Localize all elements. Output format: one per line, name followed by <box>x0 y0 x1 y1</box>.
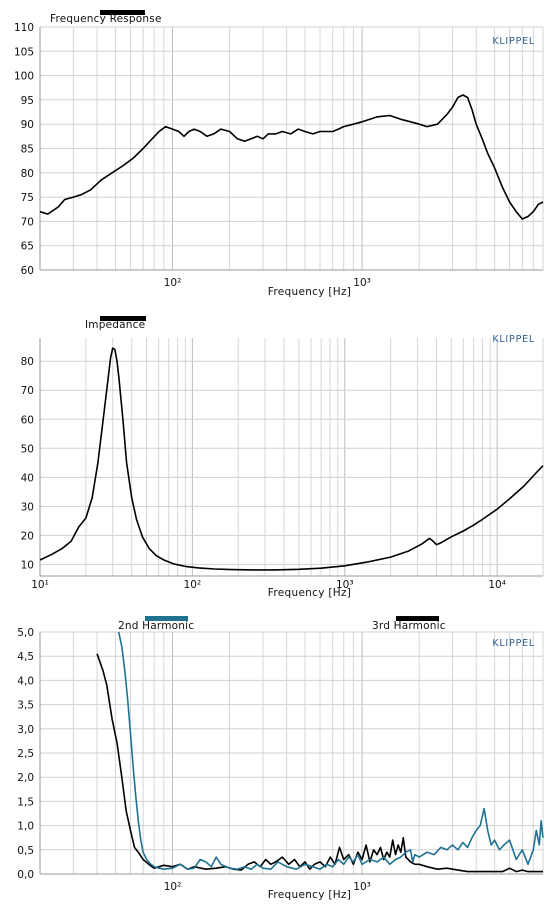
x-tick-label: 10³ <box>353 881 371 893</box>
series-line-impedance <box>39 347 544 571</box>
y-tick-label: 80 <box>21 168 34 180</box>
y-tick-label: 30 <box>21 501 34 513</box>
legend-label: 3rd Harmonic <box>372 620 446 632</box>
y-tick-label: 70 <box>21 385 34 397</box>
chart-panel-3: 0,0 0,5 1,0 1,5 2,0 2,5 3,0 3,5 4,0 4,5 5,0 10² 10³F… <box>17 616 544 901</box>
y-tick-label: 110 <box>14 22 34 34</box>
brand-label: KLIPPEL <box>492 36 535 47</box>
y-tick-label: 60 <box>21 265 34 277</box>
x-tick-label: 10¹ <box>31 579 49 591</box>
y-tick-label: 3,5 <box>17 700 34 712</box>
y-tick-label: 1,5 <box>17 796 34 808</box>
x-axis-label: Frequency [Hz] <box>268 286 351 298</box>
x-tick-label: 10³ <box>336 579 354 591</box>
x-tick-label: 10³ <box>353 277 371 289</box>
y-tick-label: 2,5 <box>17 748 34 760</box>
y-tick-label: 40 <box>21 472 34 484</box>
y-tick-label: 70 <box>21 216 34 228</box>
y-tick-label: 50 <box>21 443 34 455</box>
y-tick-label: 5,0 <box>17 627 34 639</box>
y-tick-label: 75 <box>21 192 34 204</box>
chart-title: Impedance <box>85 319 145 331</box>
legend-swatch <box>100 316 146 321</box>
y-tick-label: 2,0 <box>17 772 34 784</box>
y-tick-label: 10 <box>21 559 34 571</box>
legend-label: 2nd Harmonic <box>118 620 194 632</box>
y-tick-label: 4,0 <box>17 675 34 687</box>
y-tick-label: 90 <box>21 119 34 131</box>
chart-panel-2: 10 20 30 40 50 60 70 80 10¹ 10² 10³ 10⁴ Frequency [H… <box>21 316 544 599</box>
x-tick-label: 10⁴ <box>488 579 506 591</box>
brand-label: KLIPPEL <box>492 638 535 649</box>
series-line-frequency-response <box>39 94 544 220</box>
y-tick-label: 0,5 <box>17 845 34 857</box>
y-tick-label: 60 <box>21 414 34 426</box>
x-tick-label: 10² <box>184 579 202 591</box>
y-tick-label: 95 <box>21 95 34 107</box>
y-tick-label: 105 <box>14 46 34 58</box>
legend-swatch <box>100 10 145 15</box>
chart-title: Frequency Response <box>50 13 162 25</box>
series-line-3rd-harmonic <box>96 653 543 873</box>
y-tick-label: 85 <box>21 144 34 156</box>
y-tick-label: 100 <box>14 71 34 83</box>
legend-swatch <box>145 616 188 621</box>
x-tick-label: 10² <box>164 277 182 289</box>
y-tick-label: 65 <box>21 241 34 253</box>
series-line-2nd-harmonic <box>117 631 544 871</box>
x-tick-label: 10² <box>164 881 182 893</box>
y-tick-label: 20 <box>21 530 34 542</box>
y-tick-label: 80 <box>21 356 34 368</box>
legend-swatch <box>396 616 439 621</box>
x-axis-label: Frequency [Hz] <box>268 587 351 599</box>
y-tick-label: 0,0 <box>17 869 34 881</box>
x-axis-label: Frequency [Hz] <box>268 889 351 901</box>
y-tick-label: 4,5 <box>17 651 34 663</box>
y-tick-label: 1,0 <box>17 821 34 833</box>
y-tick-label: 3,0 <box>17 724 34 736</box>
brand-label: KLIPPEL <box>492 334 535 345</box>
